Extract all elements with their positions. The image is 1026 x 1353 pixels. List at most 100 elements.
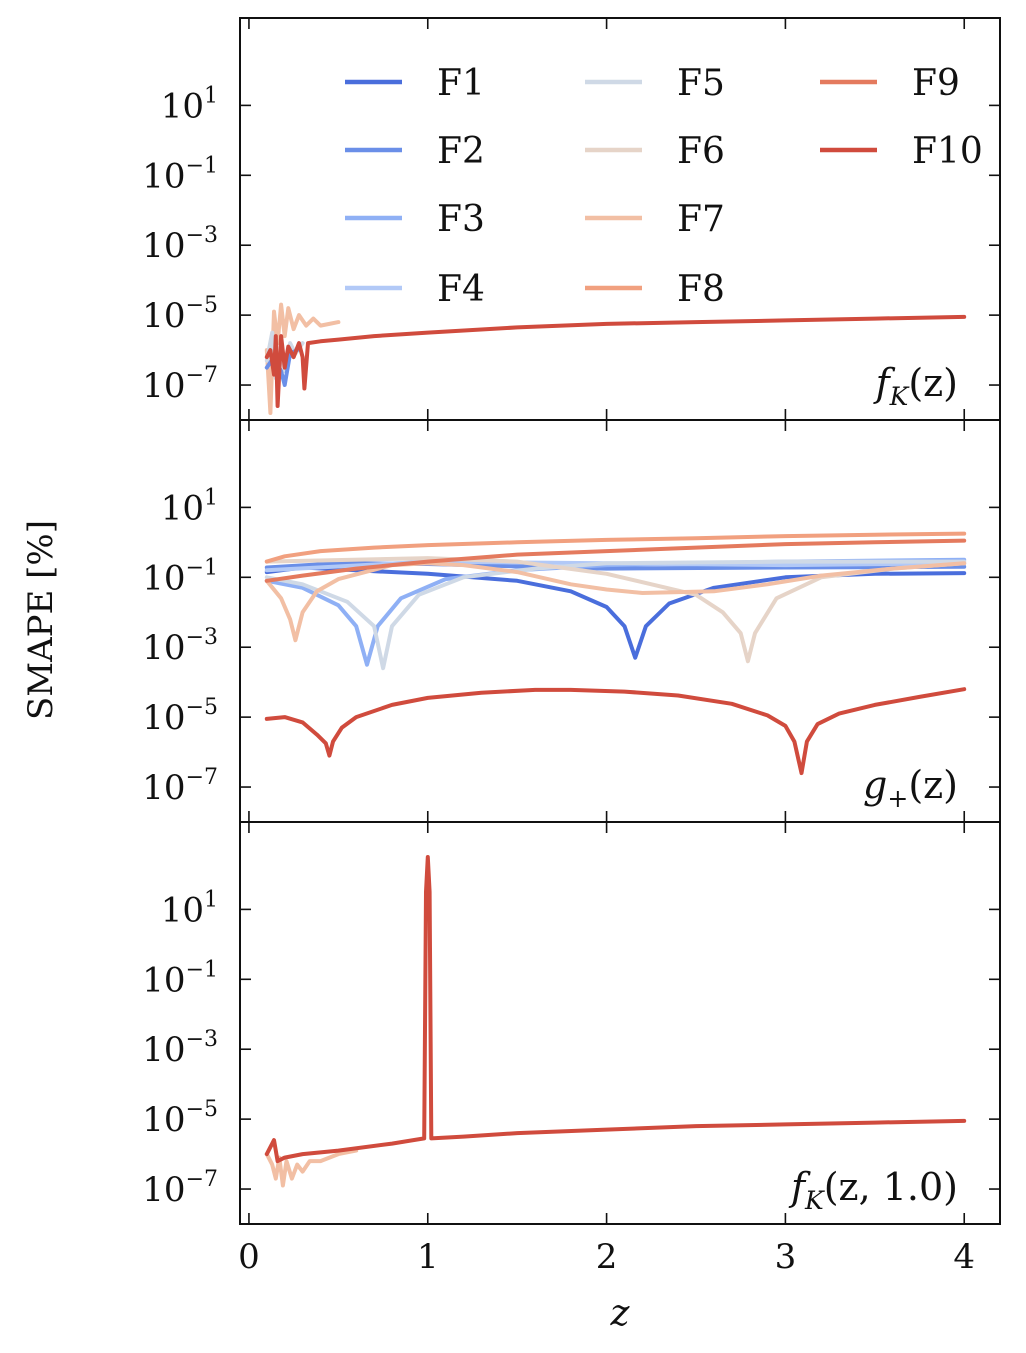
x-tick-label: 1 (417, 1237, 439, 1277)
series-line-F9 (264, 538, 967, 583)
y-tick-label-base: 10 (142, 960, 185, 1000)
y-tick-label: 101 (161, 485, 218, 528)
panel-annotation: fK(z) (873, 361, 958, 411)
y-tick-label-exponent: −1 (186, 957, 218, 982)
legend-label: F2 (437, 131, 485, 172)
legend-label: F1 (437, 63, 485, 104)
legend-label: F3 (437, 199, 485, 240)
y-axis-label: SMAPE [%] (21, 520, 61, 720)
series-line-F7 (264, 561, 967, 643)
legend-item-F4: F4 (345, 269, 485, 310)
y-tick-label: 10−3 (142, 223, 218, 266)
y-tick-label-base: 10 (142, 156, 185, 196)
legend-item-F9: F9 (820, 63, 960, 104)
series-line-F8 (264, 531, 967, 564)
series-line-F5 (264, 559, 967, 671)
y-tick-label-base: 10 (142, 1030, 185, 1070)
y-tick-label-base: 10 (142, 628, 185, 668)
series-line-F7 (264, 1148, 359, 1188)
y-tick-label-exponent: −3 (186, 223, 218, 248)
legend-item-F3: F3 (345, 199, 485, 240)
legend-item-F6: F6 (585, 131, 725, 172)
y-tick-label-base: 10 (142, 1170, 185, 1210)
annotation-symbol: g (863, 763, 887, 807)
y-tick-label-base: 10 (142, 366, 185, 406)
legend-label: F6 (677, 131, 725, 172)
y-tick-label-exponent: 1 (204, 887, 218, 912)
y-tick-label: 10−7 (142, 363, 218, 406)
y-tick-label-exponent: 1 (204, 83, 218, 108)
y-tick-label: 10−7 (142, 765, 218, 808)
series-line-F2 (264, 561, 967, 571)
y-tick-label-base: 10 (161, 890, 204, 930)
panel-frame (239, 821, 1001, 1225)
y-tick-label: 10−1 (142, 153, 218, 196)
legend-item-F10: F10 (820, 131, 983, 172)
series-group (264, 855, 967, 1188)
y-tick-label-exponent: −1 (186, 153, 218, 178)
series-line-F10 (264, 855, 967, 1164)
series-line-F1 (264, 565, 967, 660)
y-tick-label-base: 10 (142, 698, 185, 738)
panel-annotation: g+(z) (863, 763, 958, 813)
y-tick-label-base: 10 (142, 768, 185, 808)
y-tick-label-exponent: −7 (186, 765, 218, 790)
y-tick-label-exponent: −7 (186, 363, 218, 388)
panel-annotation: fK(z, 1.0) (788, 1165, 958, 1215)
series-line-F10 (264, 687, 967, 776)
x-tick-label: 4 (953, 1237, 975, 1277)
series-line-F7 (264, 302, 341, 415)
y-tick-label: 10−7 (142, 1167, 218, 1210)
y-tick-label: 101 (161, 83, 218, 126)
y-tick-label: 10−1 (142, 555, 218, 598)
legend-label: F5 (677, 63, 725, 104)
legend-label: F10 (912, 131, 983, 172)
x-tick-label: 3 (775, 1237, 797, 1277)
y-tick-label: 101 (161, 887, 218, 930)
legend-item-F1: F1 (345, 63, 485, 104)
y-tick-label-exponent: −1 (186, 555, 218, 580)
annotation-args: (z) (908, 361, 958, 405)
annotation-subscript: K (804, 1186, 825, 1215)
legend-item-F8: F8 (585, 269, 725, 310)
annotation-args: (z) (908, 763, 958, 807)
x-tick-label: 2 (596, 1237, 618, 1277)
y-tick-label-exponent: −5 (186, 293, 218, 318)
y-tick-label-base: 10 (142, 226, 185, 266)
legend-item-F5: F5 (585, 63, 725, 104)
y-tick-label-exponent: −3 (186, 625, 218, 650)
legend-item-F2: F2 (345, 131, 485, 172)
y-tick-label-exponent: −5 (186, 1097, 218, 1122)
y-tick-label: 10−5 (142, 695, 218, 738)
y-tick-label: 10−3 (142, 625, 218, 668)
y-tick-label-base: 10 (142, 296, 185, 336)
y-tick-label-exponent: −3 (186, 1027, 218, 1052)
y-tick-label: 10−1 (142, 957, 218, 1000)
legend-item-F7: F7 (585, 199, 725, 240)
y-tick-label-base: 10 (142, 1100, 185, 1140)
legend: F1 F2 F3 F4 F5 F6 F7 F8 F9 F10 (345, 63, 983, 310)
y-tick-label: 10−5 (142, 293, 218, 336)
series-group (264, 302, 967, 415)
annotation-args: (z, 1.0) (824, 1165, 958, 1209)
legend-label: F8 (677, 269, 725, 310)
x-axis-label-text: z (610, 1293, 631, 1334)
annotation-subscript: K (889, 382, 910, 411)
y-tick-label: 10−3 (142, 1027, 218, 1070)
y-tick-label: 10−5 (142, 1097, 218, 1140)
x-axis-label: z (610, 1293, 631, 1334)
y-tick-label-base: 10 (142, 558, 185, 598)
legend-label: F4 (437, 269, 485, 310)
x-tick-label: 0 (238, 1237, 260, 1277)
y-tick-label-base: 10 (161, 488, 204, 528)
y-tick-label-exponent: −7 (186, 1167, 218, 1192)
y-tick-label-exponent: 1 (204, 485, 218, 510)
annotation-subscript: + (887, 784, 908, 813)
legend-label: F9 (912, 63, 960, 104)
y-tick-label-base: 10 (161, 86, 204, 126)
series-line-F10 (264, 314, 967, 408)
